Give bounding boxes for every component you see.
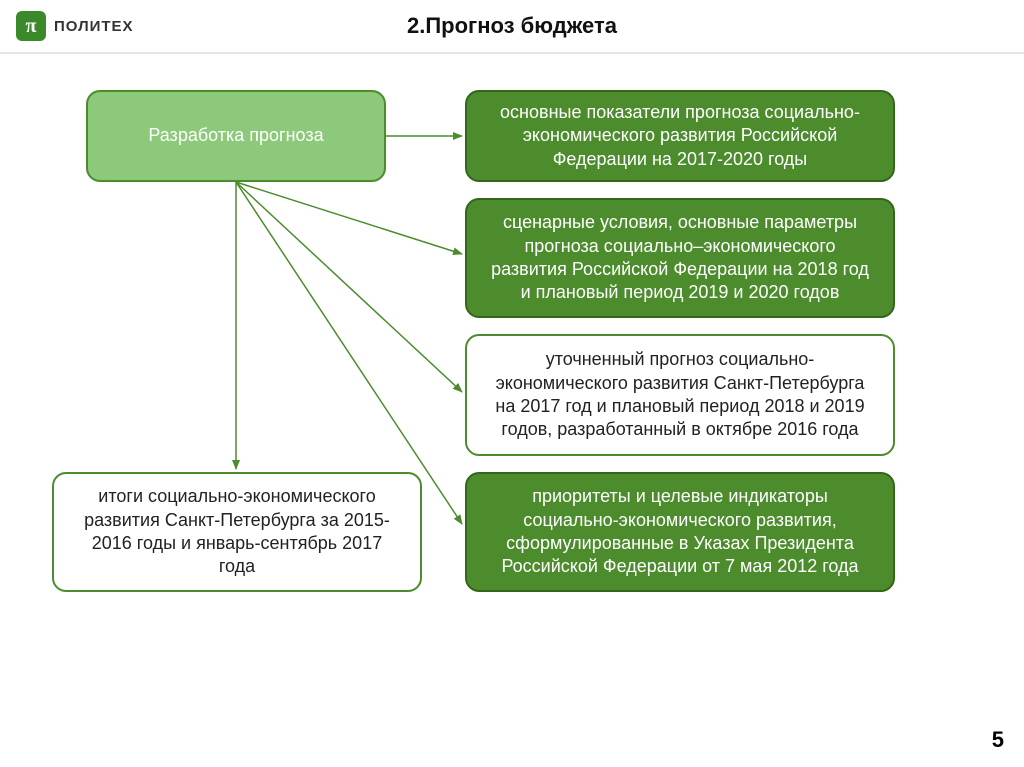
node-box4-label: приоритеты и целевые индикаторы социальн… bbox=[485, 485, 875, 579]
node-root-label: Разработка прогноза bbox=[148, 124, 323, 147]
node-spb-results: итоги социально-экономического развития … bbox=[52, 472, 422, 592]
slide-header: π ПОЛИТЕХ 2.Прогноз бюджета bbox=[0, 0, 1024, 54]
diagram-canvas: Разработка прогноза основные показатели … bbox=[0, 54, 1024, 754]
node-scenario-conditions: сценарные условия, основные параметры пр… bbox=[465, 198, 895, 318]
logo-symbol: π bbox=[26, 15, 37, 38]
node-indicators-2017-2020: основные показатели прогноза социально-э… bbox=[465, 90, 895, 182]
node-spb-refined-forecast: уточненный прогноз социально-экономическ… bbox=[465, 334, 895, 456]
page-title: 2.Прогноз бюджета bbox=[0, 13, 1024, 39]
logo-icon: π bbox=[16, 11, 46, 41]
node-box5-label: итоги социально-экономического развития … bbox=[72, 485, 402, 579]
logo-text: ПОЛИТЕХ bbox=[54, 18, 134, 35]
node-root: Разработка прогноза bbox=[86, 90, 386, 182]
page-number: 5 bbox=[992, 727, 1004, 753]
node-box3-label: уточненный прогноз социально-экономическ… bbox=[485, 348, 875, 442]
node-box2-label: сценарные условия, основные параметры пр… bbox=[485, 211, 875, 305]
node-presidential-decrees: приоритеты и целевые индикаторы социальн… bbox=[465, 472, 895, 592]
node-box1-label: основные показатели прогноза социально-э… bbox=[485, 101, 875, 171]
